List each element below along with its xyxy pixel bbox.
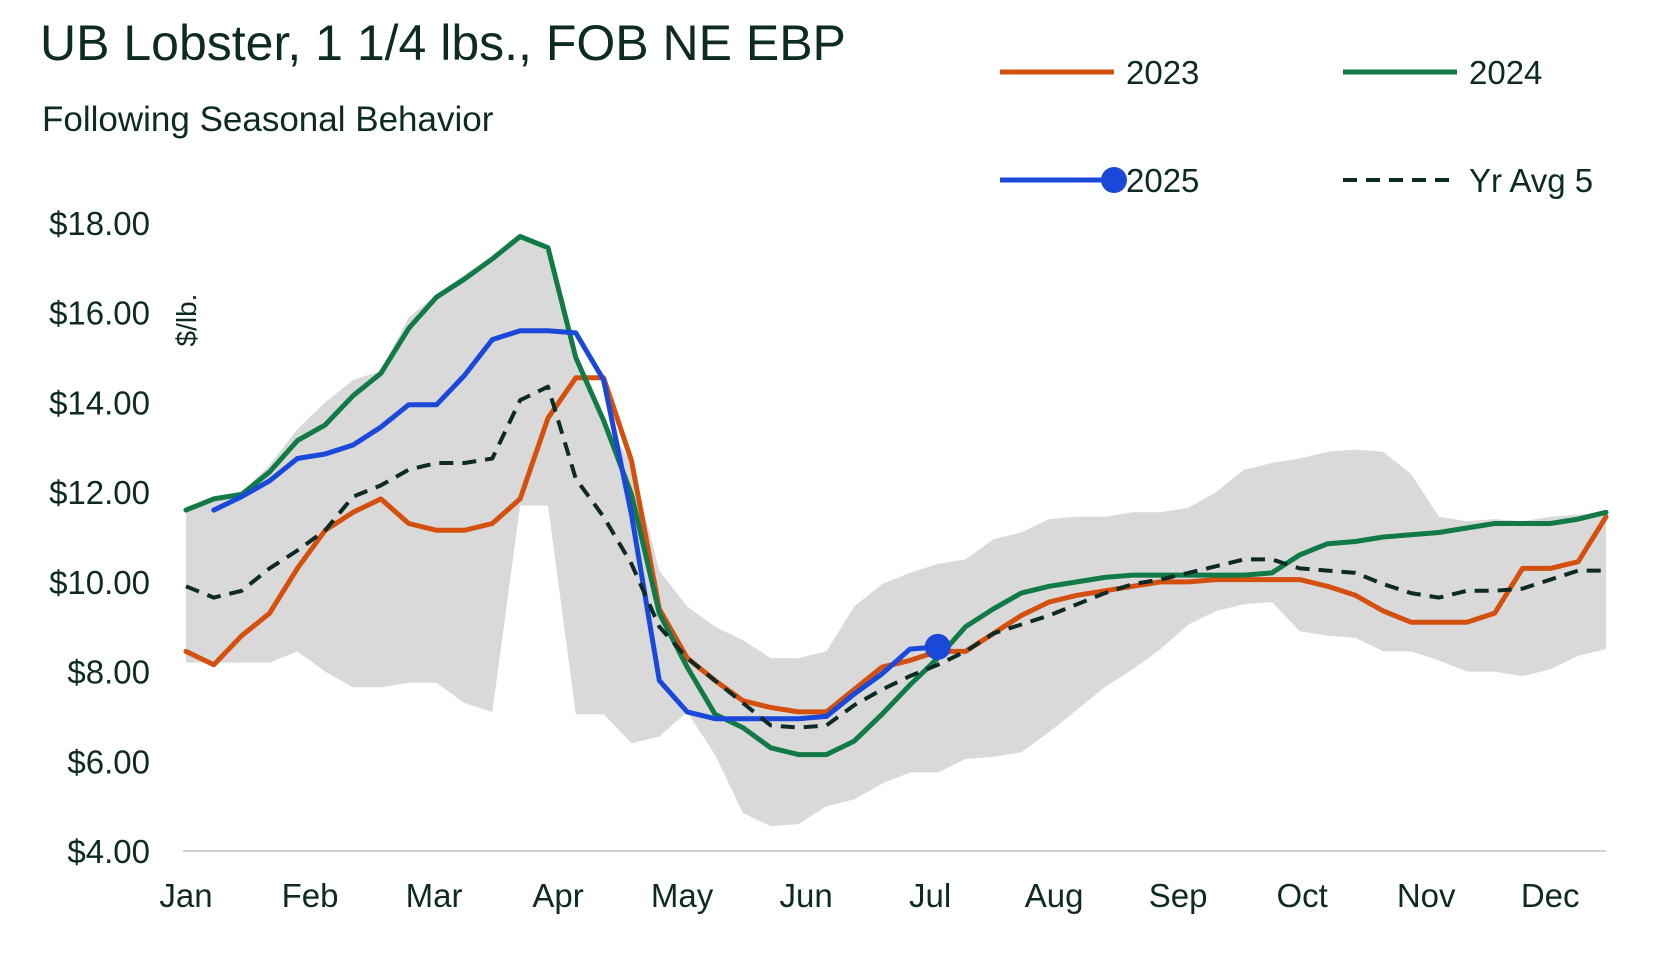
- chart-subtitle: Following Seasonal Behavior: [42, 100, 494, 139]
- range-band-layer: [186, 236, 1606, 827]
- x-tick-label: Aug: [1025, 877, 1084, 914]
- x-tick-label: Dec: [1521, 877, 1580, 914]
- chart-title: UB Lobster, 1 1/4 lbs., FOB NE EBP: [40, 15, 846, 71]
- y-tick-label: $4.00: [67, 833, 150, 870]
- y-tick-label: $16.00: [49, 295, 150, 332]
- legend-marker: [1101, 167, 1127, 193]
- legend: 2023 2024 2025 Yr Avg 5: [1000, 54, 1593, 199]
- y-tick-label: $14.00: [49, 384, 150, 421]
- x-tick-label: Oct: [1276, 877, 1327, 914]
- y-axis-label: $/lb.: [171, 294, 202, 347]
- x-tick-label: Mar: [406, 877, 463, 914]
- series-line-2024: [183, 234, 1609, 758]
- y-axis-ticks: $4.00 $6.00 $8.00 $10.00 $12.00 $14.00 $16.00 $…: [49, 205, 150, 870]
- y-tick-label: $10.00: [49, 564, 150, 601]
- x-tick-label: Feb: [282, 877, 339, 914]
- legend-item: 2025: [1000, 162, 1199, 199]
- legend-item: 2024: [1343, 54, 1542, 91]
- legend-label: Yr Avg 5: [1469, 162, 1593, 199]
- x-axis-ticks: Jan Feb Mar Apr May Jun Jul Aug Sep Oct Nov Dec: [159, 877, 1579, 914]
- legend-label: 2023: [1126, 54, 1199, 91]
- x-tick-label: Apr: [532, 877, 583, 914]
- legend-label: 2024: [1469, 54, 1542, 91]
- series-end-marker: [924, 633, 951, 660]
- y-tick-label: $18.00: [49, 205, 150, 242]
- x-tick-label: Jul: [909, 877, 951, 914]
- y-tick-label: $6.00: [67, 743, 150, 780]
- series-layer: [183, 234, 1609, 758]
- legend-item: Yr Avg 5: [1343, 162, 1593, 199]
- series-line-2025: [211, 328, 941, 722]
- range-band: [186, 236, 1606, 827]
- y-tick-label: $8.00: [67, 654, 150, 691]
- x-tick-label: Nov: [1397, 877, 1456, 914]
- x-tick-label: Jan: [159, 877, 212, 914]
- x-tick-label: May: [651, 877, 714, 914]
- x-tick-label: Jun: [779, 877, 832, 914]
- series-line-yr-avg-5: [185, 384, 1606, 730]
- legend-label: 2025: [1126, 162, 1199, 199]
- legend-item: 2023: [1000, 54, 1199, 91]
- x-tick-label: Sep: [1149, 877, 1208, 914]
- y-tick-label: $12.00: [49, 474, 150, 511]
